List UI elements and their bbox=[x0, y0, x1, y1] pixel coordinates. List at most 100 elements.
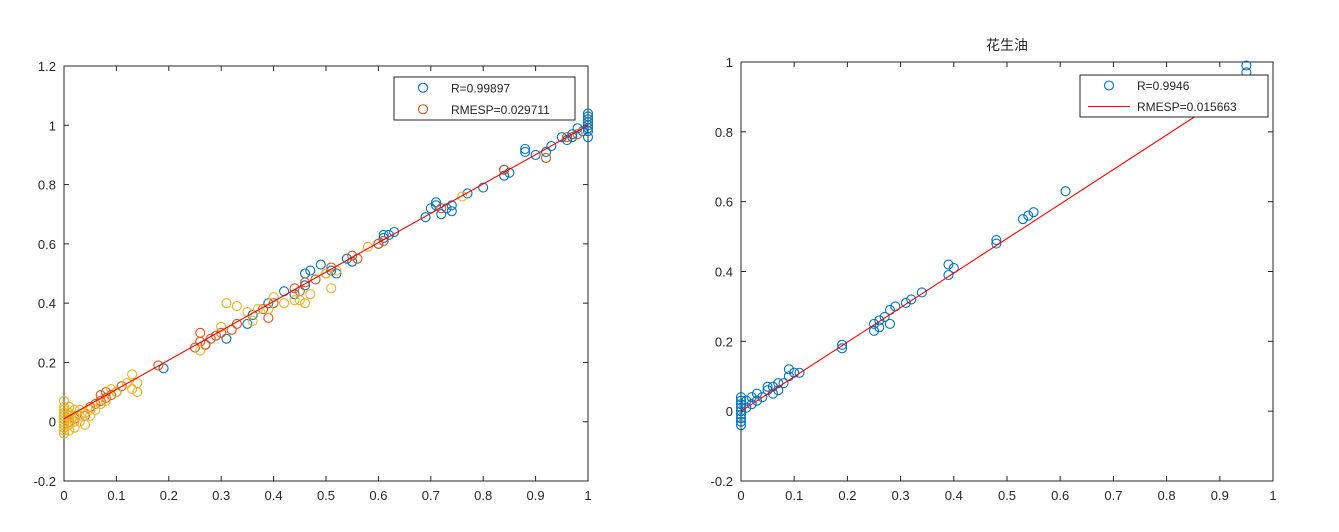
scatter-point bbox=[299, 277, 311, 288]
scatter-point bbox=[735, 420, 747, 431]
x-tick-label: 0.7 bbox=[1104, 488, 1122, 503]
legend-entry: R=0.9946 bbox=[1137, 79, 1190, 93]
scatter-point bbox=[478, 182, 489, 193]
scatter-point bbox=[242, 318, 253, 329]
scatter-point bbox=[320, 268, 332, 279]
x-tick-label: 0.1 bbox=[785, 488, 803, 503]
scatter-point bbox=[326, 262, 337, 273]
scatter-point bbox=[874, 322, 885, 333]
x-tick-label: 0.8 bbox=[474, 488, 492, 503]
y-tick-label: 1 bbox=[49, 118, 56, 133]
scatter-point bbox=[735, 416, 747, 427]
x-tick-label: 0.3 bbox=[212, 488, 230, 503]
scatter-point bbox=[58, 395, 70, 407]
scatter-point bbox=[383, 229, 394, 241]
scatter-point bbox=[420, 212, 431, 223]
scatter-point bbox=[446, 200, 457, 211]
scatter-point bbox=[504, 167, 515, 178]
x-tick-label: 0 bbox=[60, 488, 67, 503]
scatter-point bbox=[767, 381, 778, 392]
x-tick-label: 0.2 bbox=[838, 488, 856, 503]
x-tick-label: 0.9 bbox=[527, 488, 545, 503]
scatter-point bbox=[195, 327, 206, 338]
scatter-point bbox=[751, 388, 763, 399]
scatter-point bbox=[430, 197, 442, 208]
scatter-point bbox=[741, 395, 752, 406]
scatter-point bbox=[499, 170, 510, 181]
scatter-point bbox=[837, 339, 848, 350]
scatter-point bbox=[85, 404, 96, 415]
scatter-point bbox=[326, 283, 337, 294]
legend-circle-marker bbox=[1103, 80, 1115, 91]
legend: R=0.99897 RMESP=0.029711 bbox=[393, 76, 576, 121]
scatter-point bbox=[378, 235, 389, 246]
scatter-point bbox=[58, 401, 70, 412]
scatter-point bbox=[906, 294, 917, 305]
scatter-point bbox=[310, 274, 321, 285]
scatter-point bbox=[389, 226, 400, 238]
scatter-point bbox=[100, 395, 111, 407]
scatter-point bbox=[64, 425, 75, 436]
scatter-point bbox=[916, 287, 927, 298]
scatter-point bbox=[943, 269, 954, 281]
scatter-point bbox=[541, 146, 552, 158]
legend: R=0.9946 RMESP=0.015663 bbox=[1079, 74, 1269, 118]
scatter-point bbox=[773, 378, 784, 389]
y-tick-label: -0.2 bbox=[34, 474, 56, 489]
fit-line bbox=[740, 106, 1210, 412]
x-tick-label: 0.5 bbox=[998, 488, 1016, 503]
scatter-point bbox=[567, 129, 578, 140]
scatter-point bbox=[258, 304, 269, 315]
scatter-point bbox=[69, 416, 80, 427]
scatter-point bbox=[541, 152, 552, 163]
scatter-point bbox=[741, 402, 752, 413]
scatter-point bbox=[735, 399, 747, 410]
x-tick-label: 0.4 bbox=[265, 488, 283, 503]
scatter-point bbox=[341, 253, 353, 264]
y-tick-label: 0.2 bbox=[715, 334, 733, 349]
scatter-point bbox=[884, 318, 896, 329]
x-tick-label: 0.3 bbox=[892, 488, 910, 503]
scatter-point bbox=[436, 203, 447, 214]
scatter-point bbox=[347, 250, 358, 261]
y-tick-label: 0.6 bbox=[715, 195, 733, 210]
legend-circle-marker bbox=[417, 82, 429, 93]
scatter-point bbox=[900, 297, 911, 308]
scatter-point bbox=[943, 259, 954, 270]
scatter-point bbox=[735, 406, 747, 417]
scatter-point bbox=[751, 395, 763, 406]
scatter-point bbox=[315, 259, 326, 270]
scatter-point bbox=[735, 392, 747, 403]
scatter-point bbox=[289, 295, 300, 306]
scatter-point bbox=[735, 409, 747, 420]
scatter-point bbox=[116, 381, 127, 392]
scatter-point bbox=[1017, 214, 1029, 225]
legend-entry: RMESP=0.029711 bbox=[451, 103, 550, 117]
y-tick-label: -0.2 bbox=[711, 474, 733, 489]
scatter-point bbox=[127, 369, 138, 380]
scatter-point bbox=[436, 209, 447, 220]
x-tick-label: 0.6 bbox=[1051, 488, 1069, 503]
scatter-point bbox=[326, 265, 337, 276]
scatter-point bbox=[95, 398, 106, 409]
y-tick-label: 0.4 bbox=[715, 265, 733, 280]
scatter-point bbox=[74, 404, 85, 415]
y-tick-label: 0 bbox=[49, 415, 56, 430]
y-tick-label: 0.6 bbox=[38, 237, 56, 252]
scatter-point bbox=[362, 241, 373, 252]
x-tick-label: 1 bbox=[1269, 488, 1276, 503]
data-layer bbox=[58, 108, 594, 439]
scatter-point bbox=[762, 381, 773, 392]
scatter-point bbox=[746, 399, 757, 410]
scatter-point bbox=[247, 315, 258, 326]
scatter-point bbox=[127, 384, 138, 395]
y-tick-label: 0.4 bbox=[38, 296, 56, 311]
scatter-point bbox=[561, 132, 573, 143]
scatter-point bbox=[457, 191, 468, 202]
x-tick-label: 0 bbox=[737, 488, 744, 503]
scatter-point bbox=[74, 410, 85, 421]
scatter-point bbox=[299, 280, 311, 291]
legend-box bbox=[393, 76, 576, 121]
x-tick-label: 0.5 bbox=[317, 488, 335, 503]
scatter-point bbox=[868, 325, 880, 336]
